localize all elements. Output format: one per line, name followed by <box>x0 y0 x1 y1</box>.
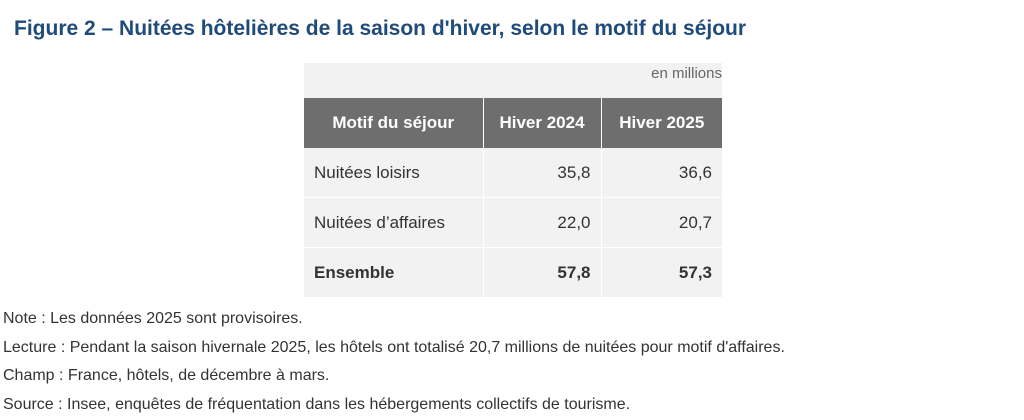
column-header-hiver-2024: Hiver 2024 <box>483 98 602 148</box>
unit-caption: en millions <box>304 63 722 98</box>
data-table-container: en millions Motif du séjour Hiver 2024 H… <box>304 63 722 298</box>
source-text: Source : Insee, enquêtes de fréquentatio… <box>3 395 631 413</box>
lecture-text: Lecture : Pendant la saison hivernale 20… <box>3 338 785 356</box>
cell-hiver-2024: 22,0 <box>483 197 602 248</box>
data-table: Motif du séjour Hiver 2024 Hiver 2025 Nu… <box>304 98 722 298</box>
column-header-hiver-2025: Hiver 2025 <box>601 98 722 148</box>
figure-title: Figure 2 – Nuitées hôtelières de la sais… <box>14 17 747 40</box>
cell-hiver-2024: 35,8 <box>483 148 602 198</box>
note-text: Note : Les données 2025 sont provisoires… <box>3 310 303 327</box>
row-label: Nuitées loisirs <box>304 148 484 198</box>
unit-label: en millions <box>651 65 722 82</box>
row-label: Ensemble <box>304 247 484 298</box>
table-row: Nuitées loisirs 35,8 36,6 <box>304 148 722 198</box>
row-label: Nuitées d’affaires <box>304 197 484 248</box>
table-row-total: Ensemble 57,8 57,3 <box>304 247 722 298</box>
cell-hiver-2025: 57,3 <box>601 247 722 298</box>
column-header-motif: Motif du séjour <box>304 98 484 148</box>
table-header-row: Motif du séjour Hiver 2024 Hiver 2025 <box>304 98 722 148</box>
footnotes: Note : Les données 2025 sont provisoires… <box>3 305 785 419</box>
cell-hiver-2024: 57,8 <box>483 247 602 298</box>
champ-text: Champ : France, hôtels, de décembre à ma… <box>3 367 330 384</box>
cell-hiver-2025: 20,7 <box>601 197 722 248</box>
table-row: Nuitées d’affaires 22,0 20,7 <box>304 197 722 248</box>
cell-hiver-2025: 36,6 <box>601 148 722 198</box>
